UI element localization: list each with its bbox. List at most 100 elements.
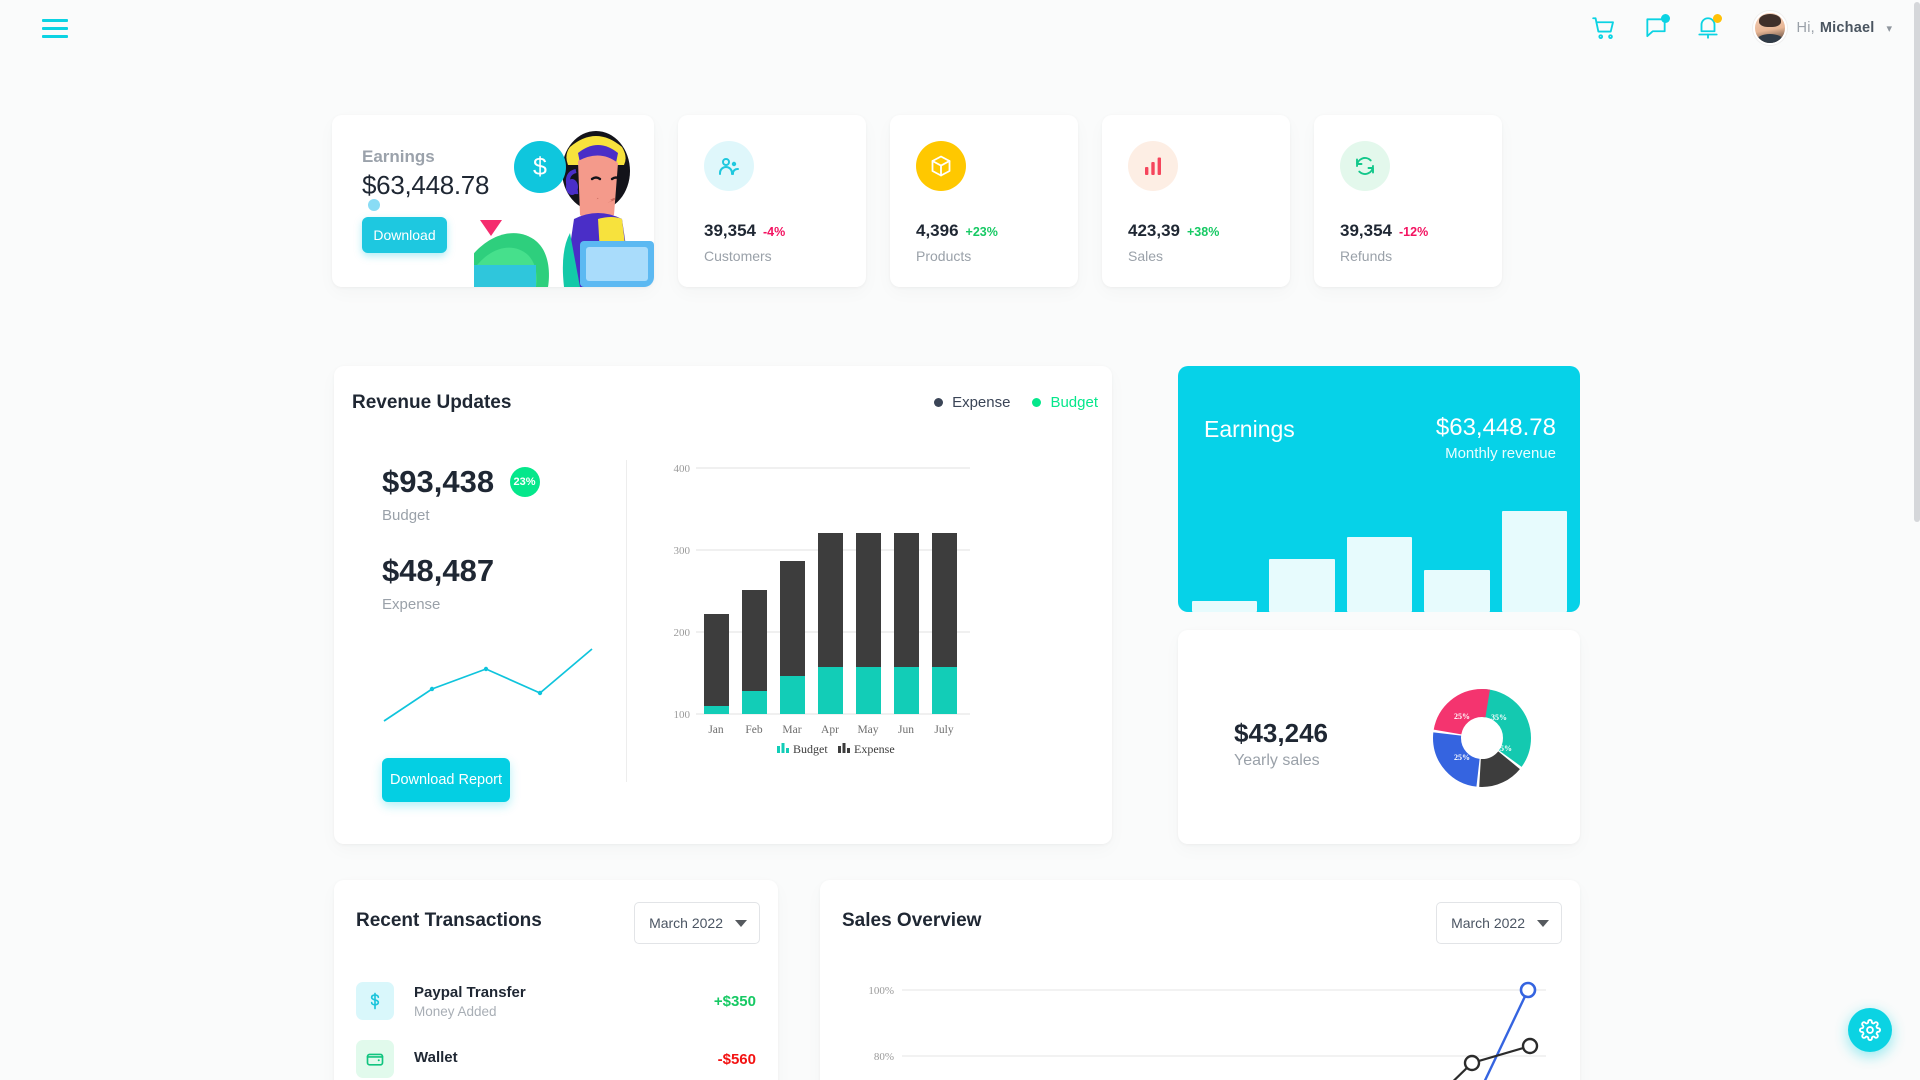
download-report-button[interactable]: Download Report — [382, 758, 510, 802]
chevron-down-icon[interactable]: ▾ — [1886, 22, 1892, 35]
refresh-icon — [1340, 141, 1390, 191]
stat-delta: +38% — [1187, 225, 1220, 239]
budget-block: $93,438 23% Budget — [382, 464, 672, 524]
stat-card-products: 4,396 +23% Products — [890, 115, 1078, 287]
stat-value-group: 39,354 -4% — [704, 221, 785, 241]
hamburger-icon[interactable] — [42, 18, 68, 38]
shopping-cart-icon[interactable] — [1591, 15, 1617, 41]
yearly-sales-amount: $43,246 — [1234, 718, 1328, 748]
stat-value: 423,39 — [1128, 221, 1180, 240]
yearly-sales-card: $43,246 Yearly sales 35% 15% 25% 25% — [1178, 630, 1580, 844]
revenue-updates-card: Revenue Updates Expense Budget $93,438 2… — [334, 366, 1112, 844]
legend-item-budget[interactable]: Budget — [1032, 394, 1098, 411]
download-button[interactable]: Download — [362, 217, 447, 253]
stat-value-group: 4,396 +23% — [916, 221, 998, 241]
svg-text:25%: 25% — [1454, 753, 1470, 762]
budget-label: Budget — [382, 507, 430, 524]
sales-overview-card: Sales Overview March 2022 100% 80% — [820, 880, 1580, 1080]
avatar — [1752, 11, 1787, 45]
barchart-legend: Budget Expense — [777, 742, 895, 756]
stat-value-group: 39,354 -12% — [1340, 221, 1428, 241]
monthly-earnings-amount: $63,448.78 — [1435, 414, 1556, 441]
settings-fab-button[interactable] — [1848, 1008, 1892, 1052]
table-row[interactable]: Wallet -$560 — [356, 1030, 756, 1080]
svg-text:Mar: Mar — [782, 724, 801, 736]
page-scrollbar[interactable] — [1914, 0, 1920, 1080]
transactions-month-select[interactable]: March 2022 — [634, 902, 760, 944]
greeting-text: Hi, Michael — [1797, 20, 1875, 36]
user-menu[interactable]: Hi, Michael ▾ — [1752, 11, 1892, 45]
stat-delta: -4% — [763, 225, 786, 239]
users-icon — [704, 141, 754, 191]
svg-text:Feb: Feb — [745, 724, 763, 736]
scrollbar-thumb[interactable] — [1914, 2, 1920, 522]
decorative-triangle — [480, 220, 502, 236]
svg-text:300: 300 — [674, 545, 691, 557]
stat-label: Refunds — [1340, 248, 1393, 264]
bar-chart-icon — [1128, 141, 1178, 191]
earnings-illustration — [474, 131, 654, 287]
recent-transactions-title: Recent Transactions — [356, 910, 542, 931]
box-icon — [916, 141, 966, 191]
transaction-name: Paypal Transfer — [414, 983, 526, 1001]
revenue-divider — [626, 460, 627, 782]
legend-item-expense[interactable]: Expense — [934, 394, 1010, 411]
transaction-description: Money Added — [414, 1003, 497, 1019]
stat-label: Sales — [1128, 248, 1164, 264]
stat-label: Customers — [704, 248, 772, 264]
sales-overview-title: Sales Overview — [842, 910, 982, 931]
svg-text:Jan: Jan — [708, 724, 724, 736]
revenue-bar — [1501, 510, 1568, 612]
stats-row: Earnings $63,448.78 Download $ — [332, 115, 1502, 287]
wallet-icon — [356, 1040, 394, 1078]
topbar-icon-group: Hi, Michael ▾ — [1591, 11, 1892, 45]
dollar-icon — [356, 982, 394, 1020]
revenue-summary-panel: $93,438 23% Budget $48,487 Expense Downl… — [382, 464, 672, 802]
stat-value: 4,396 — [916, 221, 959, 240]
stat-value-group: 423,39 +38% — [1128, 221, 1219, 241]
stat-card-customers: 39,354 -4% Customers — [678, 115, 866, 287]
stat-delta: +23% — [965, 225, 998, 239]
monthly-earnings-card: Earnings $63,448.78 Monthly revenue — [1178, 366, 1580, 612]
sales-month-value: March 2022 — [1451, 915, 1525, 931]
dollar-icon: $ — [514, 141, 566, 193]
transactions-list: Paypal Transfer Money Added +$350 Wallet… — [356, 972, 756, 1080]
svg-text:80%: 80% — [874, 1051, 894, 1063]
transaction-name: Wallet — [414, 1049, 458, 1066]
svg-text:100%: 100% — [868, 985, 894, 997]
svg-text:May: May — [857, 724, 878, 736]
table-row[interactable]: Paypal Transfer Money Added +$350 — [356, 972, 756, 1030]
svg-text:100: 100 — [674, 709, 691, 721]
svg-text:Apr: Apr — [821, 724, 839, 736]
sales-overview-line-chart: 100% 80% — [868, 981, 1546, 1080]
svg-text:400: 400 — [674, 463, 691, 475]
notification-bell-icon[interactable] — [1695, 14, 1722, 41]
revenue-bar — [1424, 570, 1490, 612]
revenue-bar — [1192, 601, 1258, 612]
notification-badge — [1712, 14, 1722, 23]
revenue-legend: Expense Budget — [934, 394, 1098, 411]
expense-label: Expense — [382, 596, 441, 613]
stat-delta: -12% — [1399, 225, 1429, 239]
transactions-month-value: March 2022 — [649, 915, 723, 931]
sales-month-select[interactable]: March 2022 — [1436, 902, 1562, 944]
transaction-amount: -$560 — [717, 1050, 756, 1068]
greeting-prefix: Hi, — [1796, 20, 1815, 36]
transaction-text: Wallet — [414, 1049, 718, 1069]
revenue-bar — [1346, 537, 1413, 612]
legend-dot-budget — [1032, 398, 1042, 407]
chevron-down-icon — [1537, 919, 1549, 927]
chat-unread-badge — [1660, 14, 1670, 23]
chevron-down-icon — [735, 919, 747, 927]
gear-icon — [1859, 1019, 1881, 1041]
revenue-bar-chart: 400 300 200 100 Jan Feb Mar Apr May Jun … — [674, 463, 970, 756]
transaction-text: Paypal Transfer Money Added — [414, 984, 714, 1019]
chat-bubble-icon[interactable] — [1643, 14, 1670, 41]
stat-card-sales: 423,39 +38% Sales — [1102, 115, 1290, 287]
recent-transactions-card: Recent Transactions March 2022 Paypal Tr… — [334, 880, 778, 1080]
svg-text:15%: 15% — [1496, 744, 1512, 753]
expense-block: $48,487 Expense — [382, 553, 672, 613]
stat-value: 39,354 — [1340, 221, 1392, 240]
monthly-earnings-title: Earnings — [1204, 416, 1295, 442]
monthly-revenue-bars — [1192, 502, 1568, 612]
